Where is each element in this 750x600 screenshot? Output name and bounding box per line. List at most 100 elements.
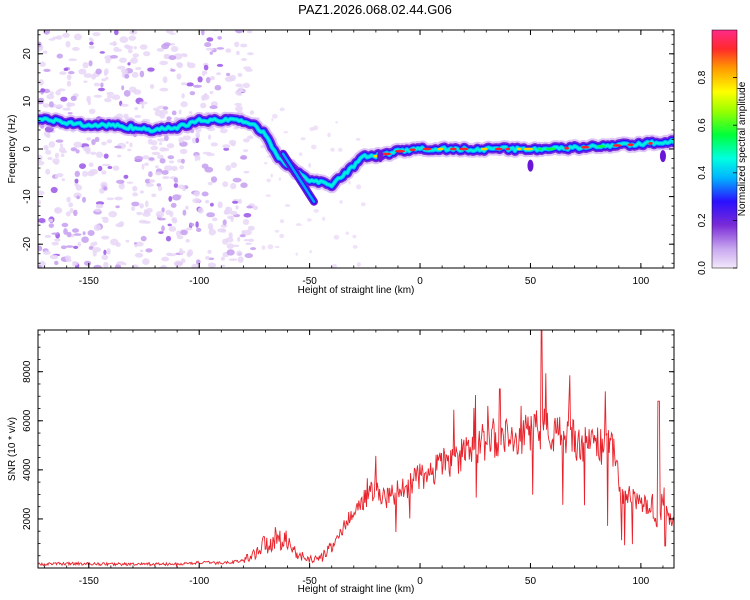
spectrogram-noise-blob (91, 139, 96, 146)
spectrogram-noise-blob (195, 135, 201, 138)
spectrogram-noise-blob (208, 134, 212, 140)
spectrogram-noise-blob (73, 209, 78, 217)
spectrogram-noise-blob (339, 200, 343, 204)
spectrogram-noise-blob (181, 93, 185, 99)
spectrogram-noise-blob (167, 223, 172, 227)
spectrogram-noise-blob (43, 68, 51, 72)
spectrogram-noise-blob (65, 258, 72, 263)
spectrogram-noise-blob (118, 221, 125, 227)
spectrogram-noise-blob (235, 205, 239, 210)
spectrogram-noise-blob (128, 86, 137, 93)
spectrogram-noise-blob (104, 98, 112, 103)
spectrogram-noise-blob (66, 196, 71, 203)
spectrogram-noise-blob (93, 94, 103, 98)
spectrogram-noise-blob (207, 181, 213, 186)
spectrogram-noise-blob (61, 178, 65, 182)
spectrogram-noise-blob (51, 241, 59, 246)
spectrogram-noise-blob (216, 72, 222, 76)
spectrogram-noise-blob (144, 178, 151, 184)
spectrogram-noise-blob (114, 30, 119, 36)
spectrogram-noise-blob (68, 58, 77, 62)
spectrogram-noise-blob (243, 138, 250, 143)
spectrogram-noise-blob (164, 165, 173, 172)
spectrogram-noise-blob (195, 221, 199, 228)
colorbar: 0.0 0.2 0.4 0.6 0.8 Normalized spectral ampl… (697, 29, 748, 275)
spectrogram-noise-blob (246, 30, 253, 34)
spectrogram-noise-blob (65, 211, 71, 217)
spectrogram-noise-blob (52, 158, 60, 164)
spectrogram-noise-blob (88, 37, 93, 41)
spectrogram-noise-blob (142, 258, 150, 265)
spectrogram-noise-blob (70, 95, 77, 101)
snr-y-tick-label: 2000 (22, 507, 33, 530)
spectrogram-hotspot (394, 149, 406, 153)
spectrogram-noise-blob (48, 38, 56, 41)
spectrogram-noise-blob (237, 72, 243, 77)
spectrogram-noise-blob (124, 73, 130, 79)
spectrogram-noise-blob (101, 235, 110, 240)
spectrogram-noise-blob (187, 61, 191, 68)
spectrogram-noise-blob (101, 170, 107, 175)
spectrogram-noise-blob (295, 252, 298, 256)
spectrogram-noise-blob (195, 137, 200, 144)
spectrogram-noise-blob (280, 219, 284, 224)
spectrogram-noise-blob (204, 42, 212, 48)
spectrogram-noise-blob (100, 82, 104, 88)
spectrogram-noise-blob (61, 222, 69, 228)
spectrogram-noise-blob (167, 155, 175, 160)
spectrogram-noise-blob (201, 191, 209, 197)
spectrogram-noise-blob (176, 73, 182, 80)
spectrogram-noise-blob (54, 207, 60, 213)
spectrogram-noise-blob (220, 256, 225, 261)
spectrogram-x-label: Height of straight line (km) (298, 285, 415, 296)
spectrogram-noise-blob (194, 154, 198, 162)
spectrogram-noise-blob (143, 51, 151, 57)
spectrogram-noise-blob (62, 107, 71, 111)
spectrogram-noise-blob (300, 137, 306, 141)
spectrogram-noise-blob (216, 47, 225, 50)
spectrogram-noise-blob (48, 223, 54, 229)
spectrogram-noise-blob (106, 139, 113, 144)
colorbar-tick-label: 0.4 (697, 165, 708, 179)
spectrogram-noise-blob (123, 90, 131, 97)
spectrogram-noise-blob (42, 50, 48, 54)
spectrogram-noise-blob (208, 226, 214, 231)
spectrogram-noise-blob (127, 148, 132, 152)
spectrogram-noise-blob (141, 104, 145, 109)
spectrogram-noise-blob (56, 53, 63, 59)
spectrogram-noise-blob (106, 91, 114, 96)
spectrogram-noise-blob (90, 151, 97, 155)
spectrogram-noise-blob (98, 87, 105, 92)
spectrogram-noise-blob (203, 71, 208, 75)
spectrogram-noise-blob (176, 62, 184, 69)
spectrogram-noise-blob (50, 186, 58, 194)
spectrogram-noise-blob (65, 245, 74, 248)
spectrogram-noise-blob (117, 48, 122, 52)
spectrogram-noise-blob (134, 114, 142, 118)
spectrogram-noise-blob (210, 176, 218, 183)
spectrogram-noise-blob (129, 30, 138, 35)
spectrogram-noise-blob (191, 263, 199, 268)
spectrogram-y-tick-label: 0 (22, 146, 33, 152)
spectrogram-hotspot (648, 142, 653, 145)
spectrogram-noise-blob (119, 57, 127, 63)
spectrogram-noise-blob (182, 209, 187, 216)
spectrogram-noise-blob (72, 228, 79, 233)
spectrogram-noise-blob (60, 96, 68, 102)
spectrogram-noise-blob (63, 67, 69, 71)
spectrogram-noise-blob (248, 238, 255, 242)
spectrogram-hotspot (523, 147, 534, 151)
spectrogram-noise-blob (212, 217, 218, 222)
spectrogram-noise-blob (157, 138, 166, 142)
spectrogram-noise-blob (40, 88, 46, 93)
spectrogram-noise-blob (139, 249, 144, 253)
spectrogram-noise-blob (148, 171, 153, 178)
spectrogram-noise-blob (89, 41, 94, 46)
spectrogram-noise-blob (134, 252, 144, 258)
spectrogram-noise-blob (39, 61, 46, 67)
snr-y-tick-label: 4000 (22, 458, 33, 481)
spectrogram-noise-blob (126, 181, 134, 184)
spectrogram-noise-blob (42, 103, 50, 108)
spectrogram-noise-blob (69, 208, 74, 214)
spectrogram-noise-blob (127, 49, 133, 54)
